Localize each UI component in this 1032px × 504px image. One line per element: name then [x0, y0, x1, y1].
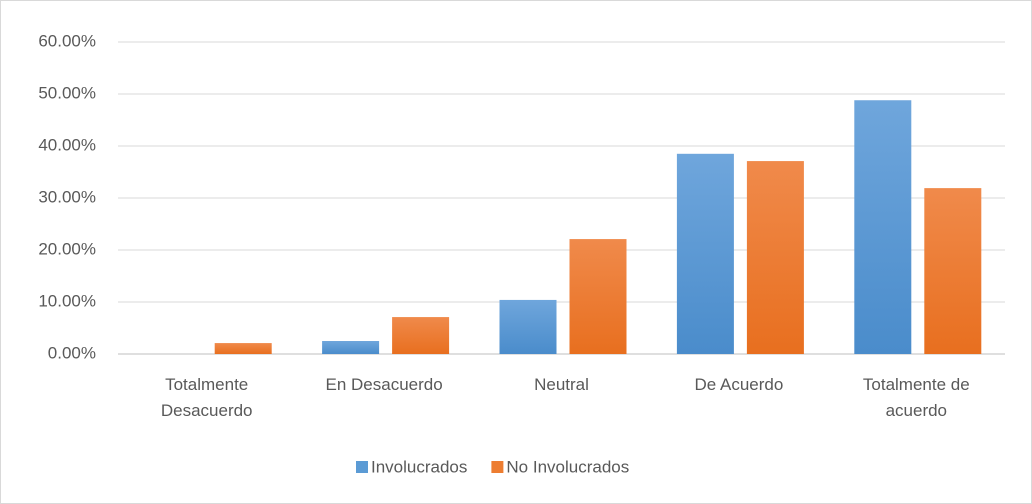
bar: [499, 299, 557, 354]
y-tick-label: 30.00%: [38, 187, 96, 206]
bar: [569, 239, 627, 354]
bar: [676, 153, 734, 354]
bar: [854, 100, 912, 355]
bar: [214, 343, 272, 354]
y-tick-label: 40.00%: [38, 135, 96, 154]
y-tick-label: 20.00%: [38, 239, 96, 258]
bar: [924, 188, 982, 354]
y-tick-label: 60.00%: [38, 31, 96, 50]
x-tick-label: De Acuerdo: [694, 375, 784, 394]
x-tick-label: Neutral: [534, 375, 589, 394]
y-tick-label: 0.00%: [48, 343, 96, 362]
bar: [746, 161, 804, 354]
x-tick-label: En Desacuerdo: [325, 375, 443, 394]
legend-swatch: [491, 461, 504, 473]
legend-swatch: [356, 461, 368, 473]
bar: [322, 341, 380, 354]
y-tick-label: 10.00%: [38, 291, 96, 310]
x-tick-label: Totalmente de acuerdo: [862, 375, 970, 420]
legend-label: No Involucrados: [506, 457, 629, 476]
x-tick-label: Totalmente Desacuerdo: [160, 375, 253, 420]
bar: [392, 317, 450, 354]
y-tick-label: 50.00%: [38, 83, 96, 102]
legend-label: Involucrados: [371, 457, 467, 476]
